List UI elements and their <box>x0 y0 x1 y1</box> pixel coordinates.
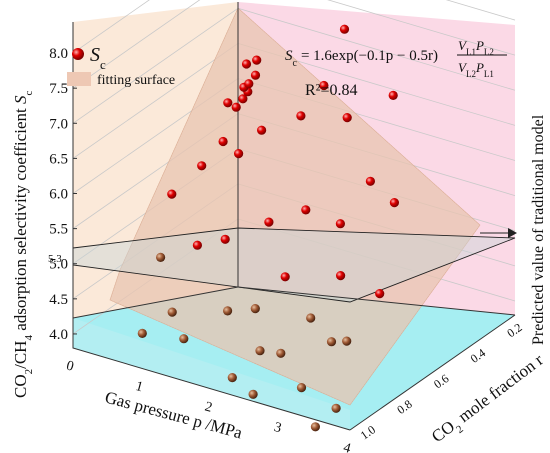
grid-line-back-6 <box>237 7 516 91</box>
z-axis-label: CO2/CH4 adsorption selectivity coefficie… <box>11 91 35 398</box>
y-tick-2: 0.6 <box>431 371 451 391</box>
data-point <box>388 90 398 100</box>
axis-frame <box>72 2 516 431</box>
data-point <box>179 334 189 344</box>
data-point <box>220 234 230 244</box>
equation-numerator: VL1PL2 <box>458 38 494 57</box>
data-point <box>248 389 258 399</box>
z-tick-0: 4.0 <box>49 327 68 343</box>
x-tick-2: 2 <box>203 399 214 415</box>
data-point <box>375 289 385 299</box>
data-point <box>365 176 375 186</box>
y-tick-3: 0.8 <box>394 397 414 417</box>
data-point <box>326 337 337 347</box>
x-tick-4: 4 <box>342 440 353 453</box>
data-point <box>244 79 254 89</box>
data-point <box>197 161 207 171</box>
data-point <box>296 383 307 393</box>
data-point <box>342 113 352 123</box>
data-point <box>389 198 399 208</box>
y-tick-1: 0.4 <box>468 346 488 366</box>
legend-marker-surface <box>67 72 91 86</box>
data-point <box>342 336 352 346</box>
grid-line-back-7 <box>327 0 516 56</box>
data-point <box>227 373 237 383</box>
data-point <box>250 304 260 314</box>
data-point <box>167 189 177 199</box>
z-tick-1: 4.5 <box>49 292 68 308</box>
x-tick-labels: 0 1 2 3 4 <box>65 358 353 453</box>
data-point <box>167 307 177 317</box>
data-point <box>238 94 248 104</box>
side-label-arrow-head <box>508 228 517 238</box>
data-point <box>306 313 316 323</box>
legend-label-points: Sc <box>90 44 106 72</box>
data-point <box>331 403 341 413</box>
y-tick-0: 0.2 <box>504 320 524 340</box>
r-squared-label: R²=0.84 <box>305 82 358 99</box>
data-point <box>250 70 261 80</box>
data-point <box>241 59 252 69</box>
data-point <box>301 205 311 215</box>
legend-label-surface: fitting surface <box>97 73 175 88</box>
grid-line-left-5 <box>72 43 239 159</box>
data-point <box>257 125 267 135</box>
equation-denominator: VL2PL1 <box>458 60 494 79</box>
side-label: Predicted value of traditional model <box>530 114 547 345</box>
data-point <box>231 102 241 112</box>
data-point <box>335 219 345 229</box>
fitting-surface <box>109 7 481 406</box>
data-point <box>280 272 290 282</box>
data-point <box>319 80 329 91</box>
data-point <box>264 217 274 227</box>
data-point <box>234 149 244 159</box>
z-tick-8: 8.0 <box>49 46 68 62</box>
equation-lhs: Sc = 1.6exp(−0.1p − 0.5r) <box>285 48 438 69</box>
data-point <box>192 240 202 250</box>
data-point <box>252 55 262 65</box>
z-tick-2: 5.0 <box>49 257 68 273</box>
x-axis-label: Gas pressure p /MPa <box>103 388 245 443</box>
z-tick-5: 6.5 <box>49 151 68 167</box>
z-tick-labels: 4.0 4.5 5.0 5.5 6.0 6.5 7.0 7.5 8.0 <box>49 46 77 343</box>
data-point <box>218 136 228 147</box>
fitting-surface-hatch <box>109 7 481 406</box>
data-point <box>137 328 147 338</box>
data-point <box>223 306 233 316</box>
data-point <box>296 111 306 121</box>
y-tick-4: 1.0 <box>358 422 378 442</box>
legend: Sc fitting surface <box>67 44 175 88</box>
data-point <box>223 98 233 108</box>
x-tick-3: 3 <box>272 420 283 436</box>
x-tick-0: 0 <box>65 358 76 374</box>
grid-line-back-8 <box>445 0 516 21</box>
floor-front <box>73 318 350 430</box>
fit-equation: Sc = 1.6exp(−0.1p − 0.5r) VL1PL2 VL2PL1 R… <box>285 38 507 99</box>
grid-line-left-7 <box>72 0 201 89</box>
z-tick-3: 5.5 <box>49 222 68 238</box>
z-tick-6: 7.0 <box>49 116 68 132</box>
z-tick-7: 7.5 <box>49 81 68 97</box>
data-point <box>339 24 350 34</box>
grid-line-left-6 <box>72 7 239 124</box>
x-tick-1: 1 <box>134 379 145 395</box>
data-point <box>255 346 265 356</box>
grid-line-left-8 <box>72 0 150 54</box>
data-point <box>276 348 286 358</box>
data-points <box>137 24 399 432</box>
z-tick-4: 6.0 <box>49 187 68 203</box>
y-axis-label: CO2 mole fraction r <box>428 350 550 450</box>
data-point <box>156 252 166 262</box>
legend-marker-points <box>72 48 84 60</box>
plane-value-label: 5.3 <box>48 253 62 265</box>
data-point <box>336 271 346 281</box>
data-point <box>310 422 320 432</box>
